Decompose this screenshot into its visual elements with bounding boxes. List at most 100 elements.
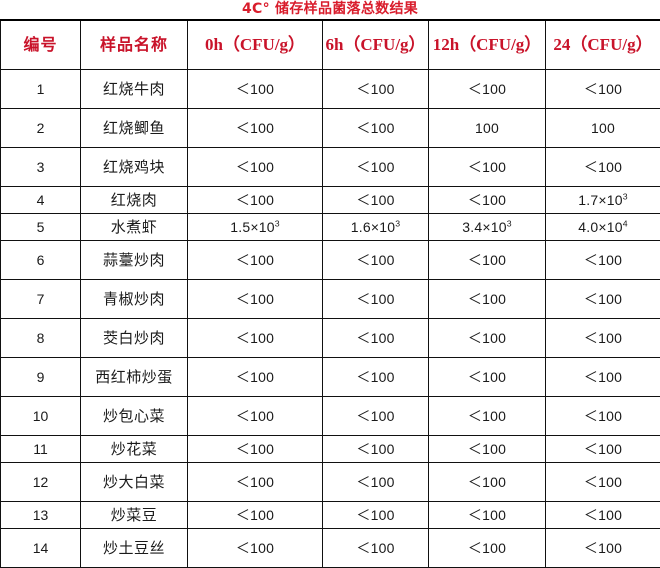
cell-0h: ＜100 (188, 435, 323, 462)
cell-6h: ＜100 (323, 357, 429, 396)
cell-6h: ＜100 (323, 318, 429, 357)
header-row: 编号 样品名称 0h（CFU/g） 6h（CFU/g） 12h（CFU/g） 2… (1, 20, 660, 69)
cell-no: 4 (1, 186, 81, 213)
cell-24h: ＜100 (546, 528, 660, 567)
cell-6h: ＜100 (323, 279, 429, 318)
cell-sample-name: 炒大白菜 (81, 462, 188, 501)
cell-12h: ＜100 (429, 501, 546, 528)
cell-sample-name: 西红柿炒蛋 (81, 357, 188, 396)
cell-24h: ＜100 (546, 279, 660, 318)
cell-6h: ＜100 (323, 528, 429, 567)
cell-sample-name: 红烧鲫鱼 (81, 108, 188, 147)
cell-6h: ＜100 (323, 108, 429, 147)
cell-sample-name: 炒菜豆 (81, 501, 188, 528)
cell-12h: ＜100 (429, 279, 546, 318)
cell-12h: ＜100 (429, 186, 546, 213)
cell-no: 8 (1, 318, 81, 357)
cell-sample-name: 炒花菜 (81, 435, 188, 462)
cell-0h: ＜100 (188, 528, 323, 567)
cell-no: 7 (1, 279, 81, 318)
cell-12h: ＜100 (429, 462, 546, 501)
cell-12h: ＜100 (429, 69, 546, 108)
cell-sample-name: 茭白炒肉 (81, 318, 188, 357)
cell-24h: ＜100 (546, 318, 660, 357)
column-header-no: 编号 (1, 20, 81, 69)
cell-no: 14 (1, 528, 81, 567)
column-header-24h: 24（CFU/g） (546, 20, 660, 69)
cell-12h: ＜100 (429, 435, 546, 462)
cell-sample-name: 水煮虾 (81, 213, 188, 240)
column-header-6h: 6h（CFU/g） (323, 20, 429, 69)
cell-no: 3 (1, 147, 81, 186)
cell-24h: ＜100 (546, 462, 660, 501)
cell-6h: ＜100 (323, 69, 429, 108)
cell-sample-name: 红烧肉 (81, 186, 188, 213)
cell-6h: ＜100 (323, 501, 429, 528)
cell-24h: ＜100 (546, 240, 660, 279)
cell-no: 5 (1, 213, 81, 240)
table-header: 编号 样品名称 0h（CFU/g） 6h（CFU/g） 12h（CFU/g） 2… (1, 20, 660, 69)
cell-24h: 4.0×104 (546, 213, 660, 240)
cell-24h: 1.7×103 (546, 186, 660, 213)
cell-6h: ＜100 (323, 462, 429, 501)
cell-sample-name: 红烧牛肉 (81, 69, 188, 108)
cell-6h: ＜100 (323, 435, 429, 462)
page-title: 4C° 储存样品菌落总数结果 (0, 0, 660, 19)
cell-no: 12 (1, 462, 81, 501)
cell-no: 2 (1, 108, 81, 147)
cell-sample-name: 炒包心菜 (81, 396, 188, 435)
cell-0h: ＜100 (188, 501, 323, 528)
cell-24h: ＜100 (546, 501, 660, 528)
cell-24h: ＜100 (546, 147, 660, 186)
cell-6h: ＜100 (323, 396, 429, 435)
report-sheet: 4C° 储存样品菌落总数结果 编号 样品名称 0h（CFU/g） 6h（CFU/… (0, 0, 660, 537)
cell-no: 11 (1, 435, 81, 462)
column-header-12h: 12h（CFU/g） (429, 20, 546, 69)
cell-12h: ＜100 (429, 357, 546, 396)
cell-no: 6 (1, 240, 81, 279)
cell-12h: 3.4×103 (429, 213, 546, 240)
cell-0h: ＜100 (188, 279, 323, 318)
cell-24h: ＜100 (546, 357, 660, 396)
cell-24h: ＜100 (546, 396, 660, 435)
cell-6h: ＜100 (323, 240, 429, 279)
cell-0h: ＜100 (188, 147, 323, 186)
cell-no: 13 (1, 501, 81, 528)
cell-12h: ＜100 (429, 528, 546, 567)
cell-0h: ＜100 (188, 357, 323, 396)
cell-6h: ＜100 (323, 147, 429, 186)
cell-0h: ＜100 (188, 240, 323, 279)
column-header-0h: 0h（CFU/g） (188, 20, 323, 69)
cell-sample-name: 炒土豆丝 (81, 528, 188, 567)
cell-12h: ＜100 (429, 396, 546, 435)
cell-12h: ＜100 (429, 318, 546, 357)
cell-12h: 100 (429, 108, 546, 147)
cell-0h: 1.5×103 (188, 213, 323, 240)
cell-no: 9 (1, 357, 81, 396)
cell-sample-name: 红烧鸡块 (81, 147, 188, 186)
colony-count-table: 编号 样品名称 0h（CFU/g） 6h（CFU/g） 12h（CFU/g） 2… (0, 19, 660, 568)
cell-24h: ＜100 (546, 435, 660, 462)
cell-no: 10 (1, 396, 81, 435)
cell-12h: ＜100 (429, 240, 546, 279)
cell-0h: ＜100 (188, 462, 323, 501)
cell-0h: ＜100 (188, 186, 323, 213)
cell-6h: ＜100 (323, 186, 429, 213)
cell-12h: ＜100 (429, 147, 546, 186)
cell-no: 1 (1, 69, 81, 108)
cell-6h: 1.6×103 (323, 213, 429, 240)
cell-sample-name: 青椒炒肉 (81, 279, 188, 318)
cell-sample-name: 蒜薹炒肉 (81, 240, 188, 279)
